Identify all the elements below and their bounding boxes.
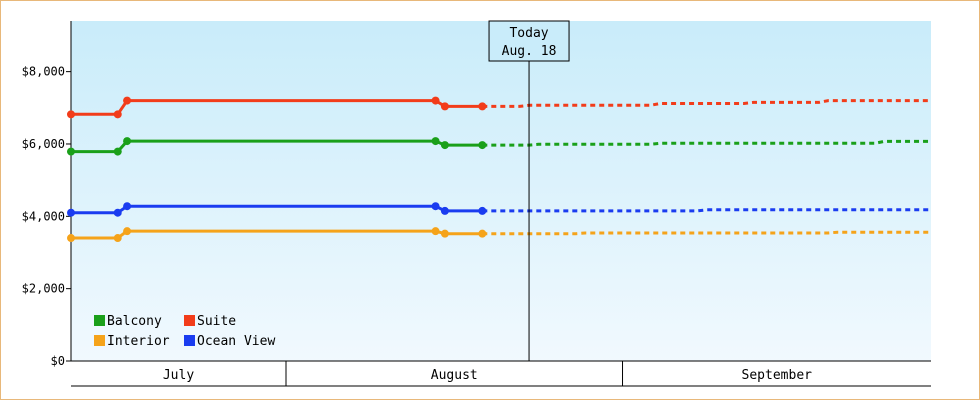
price-point-suite (440, 102, 449, 111)
plot-area (71, 21, 931, 361)
price-point-interior (440, 229, 449, 238)
forecast-line-suite (482, 99, 931, 108)
legend-label: Suite (197, 314, 236, 329)
legend-swatch (94, 315, 105, 326)
series-balcony (67, 137, 931, 156)
legend-item-suite: Suite (184, 314, 236, 329)
price-point-ocean-view (478, 206, 487, 215)
price-point-interior (113, 234, 122, 243)
price-line-suite (71, 99, 483, 116)
legend-item-ocean-view: Ocean View (184, 334, 275, 349)
price-point-suite (67, 110, 75, 119)
price-point-suite (478, 102, 487, 111)
y-tick-label: $0 (51, 354, 65, 368)
price-point-balcony (67, 147, 75, 156)
month-label: July (163, 368, 194, 383)
price-point-interior (431, 227, 440, 236)
y-tick-label: $8,000 (22, 65, 65, 79)
legend-label: Ocean View (197, 334, 275, 349)
price-point-suite (123, 96, 132, 105)
price-point-ocean-view (431, 202, 440, 211)
y-tick-label: $4,000 (22, 209, 65, 223)
price-point-balcony (440, 141, 449, 150)
legend-label: Interior (107, 334, 170, 349)
price-point-interior (67, 234, 75, 243)
price-line-ocean-view (71, 204, 483, 215)
price-point-balcony (478, 141, 487, 150)
price-point-interior (123, 227, 132, 236)
y-tick-label: $2,000 (22, 282, 65, 296)
price-point-balcony (113, 147, 122, 156)
price-point-suite (431, 96, 440, 105)
price-point-ocean-view (440, 206, 449, 215)
legend-label: Balcony (107, 314, 162, 329)
today-label: Today (509, 26, 548, 41)
legend-swatch (184, 335, 195, 346)
legend-swatch (184, 315, 195, 326)
price-point-suite (113, 110, 122, 119)
price-point-ocean-view (67, 208, 75, 217)
price-line-balcony (71, 139, 483, 154)
forecast-line-ocean-view (482, 208, 931, 213)
price-line-interior (71, 229, 483, 240)
price-point-balcony (123, 137, 132, 146)
series-ocean-view (67, 202, 931, 217)
series-interior (67, 227, 931, 243)
today-box (488, 20, 570, 62)
price-point-ocean-view (123, 202, 132, 211)
forecast-line-interior (482, 230, 931, 236)
legend-item-interior: Interior (94, 334, 170, 349)
price-point-balcony (431, 137, 440, 146)
price-point-ocean-view (113, 208, 122, 217)
forecast-line-balcony (482, 139, 931, 147)
month-label: September (742, 368, 813, 383)
legend-swatch (94, 335, 105, 346)
month-label: August (431, 368, 478, 383)
series-suite (67, 96, 931, 119)
price-point-interior (478, 229, 487, 238)
today-date: Aug. 18 (502, 44, 557, 59)
legend-item-balcony: Balcony (94, 314, 162, 329)
y-tick-label: $6,000 (22, 137, 65, 151)
